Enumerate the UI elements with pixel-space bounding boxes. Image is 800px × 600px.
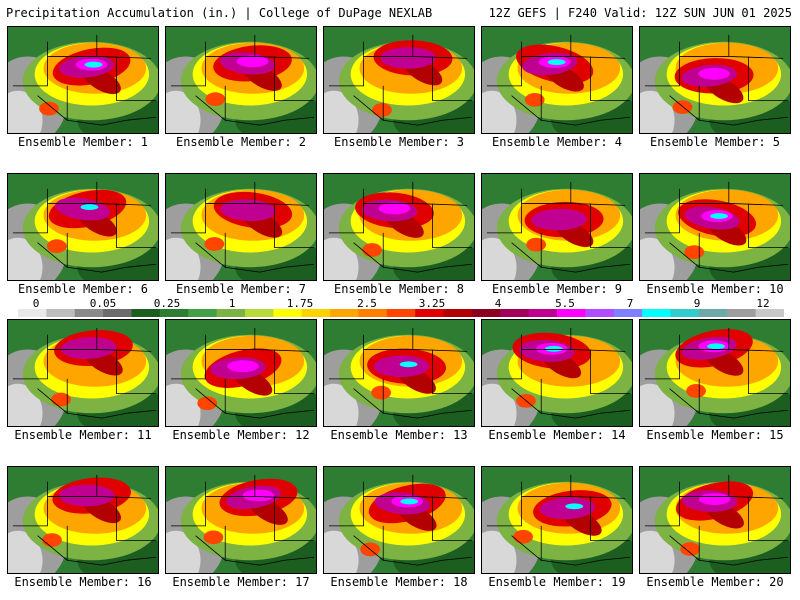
colorbar-swatch: [528, 309, 558, 317]
colorbar-swatch: [755, 309, 784, 317]
ensemble-member-label: Ensemble Member: 16: [14, 575, 152, 589]
ensemble-member-label: Ensemble Member: 12: [172, 428, 310, 442]
ensemble-member-map: [165, 319, 317, 427]
ensemble-member-map: [323, 319, 475, 427]
colorbar-tick-label: 4: [494, 297, 502, 310]
colorbar-tick-label: 3.25: [418, 297, 446, 310]
colorbar-swatch: [386, 309, 416, 317]
ensemble-member-map: [7, 173, 159, 281]
ensemble-member-map: [165, 173, 317, 281]
ensemble-member-label: Ensemble Member: 19: [488, 575, 626, 589]
ensemble-member-label: Ensemble Member: 15: [646, 428, 784, 442]
colorbar-swatch: [415, 309, 445, 317]
ensemble-member-label: Ensemble Member: 20: [646, 575, 784, 589]
colorbar-tick-label: 0.05: [89, 297, 117, 310]
colorbar-tick-label: 5.5: [555, 297, 575, 310]
colorbar-tick-label: 2.5: [357, 297, 377, 310]
colorbar-tick-label: 1: [228, 297, 236, 310]
ensemble-member-label: Ensemble Member: 18: [330, 575, 468, 589]
ensemble-member-label: Ensemble Member: 11: [14, 428, 152, 442]
ensemble-member-map: [323, 26, 475, 134]
colorbar-tick-label: 1.75: [286, 297, 314, 310]
colorbar-swatch: [216, 309, 246, 317]
ensemble-member-map: [7, 466, 159, 574]
ensemble-member-label: Ensemble Member: 10: [646, 282, 784, 296]
colorbar-swatch: [358, 309, 388, 317]
ensemble-member-label: Ensemble Member: 14: [488, 428, 626, 442]
ensemble-member-label: Ensemble Member: 4: [491, 135, 623, 149]
colorbar-tick-label: 0: [32, 297, 40, 310]
map-title: Precipitation Accumulation (in.) | Colle…: [6, 6, 433, 20]
ensemble-member-label: Ensemble Member: 1: [17, 135, 149, 149]
colorbar-swatch: [443, 309, 473, 317]
ensemble-member-map: [639, 466, 791, 574]
ensemble-member-map: [165, 26, 317, 134]
ensemble-member-map: [481, 466, 633, 574]
ensemble-member-label: Ensemble Member: 17: [172, 575, 310, 589]
ensemble-member-label: Ensemble Member: 3: [333, 135, 465, 149]
ensemble-member-label: Ensemble Member: 5: [649, 135, 781, 149]
colorbar-tick-label: 7: [626, 297, 634, 310]
precip-colorbar: [18, 309, 784, 317]
ensemble-member-map: [481, 173, 633, 281]
ensemble-member-label: Ensemble Member: 6: [17, 282, 149, 296]
ensemble-member-map: [481, 26, 633, 134]
colorbar-swatch: [159, 309, 189, 317]
colorbar-swatch: [131, 309, 161, 317]
colorbar-swatch: [557, 309, 586, 317]
ensemble-member-map: [7, 26, 159, 134]
colorbar-swatch: [585, 309, 615, 317]
colorbar-swatch: [103, 309, 132, 317]
ensemble-member-label: Ensemble Member: 2: [175, 135, 307, 149]
ensemble-member-map: [165, 466, 317, 574]
ensemble-member-map: [481, 319, 633, 427]
colorbar-swatch: [18, 309, 47, 317]
ensemble-member-map: [323, 466, 475, 574]
colorbar-swatch: [727, 309, 757, 317]
colorbar-swatch: [301, 309, 331, 317]
ensemble-member-map: [323, 173, 475, 281]
ensemble-member-label: Ensemble Member: 8: [333, 282, 465, 296]
colorbar-tick-label: 0.25: [153, 297, 181, 310]
colorbar-tick-label: 9: [693, 297, 701, 310]
colorbar-swatch: [471, 309, 501, 317]
ensemble-member-map: [639, 319, 791, 427]
ensemble-member-label: Ensemble Member: 9: [491, 282, 623, 296]
colorbar-swatch: [330, 309, 359, 317]
colorbar-swatch: [188, 309, 218, 317]
ensemble-member-label: Ensemble Member: 7: [175, 282, 307, 296]
colorbar-swatch: [46, 309, 76, 317]
ensemble-member-map: [639, 26, 791, 134]
colorbar-swatch: [642, 309, 672, 317]
colorbar-swatch: [698, 309, 728, 317]
colorbar-swatch: [613, 309, 643, 317]
colorbar-swatch: [273, 309, 303, 317]
colorbar-swatch: [670, 309, 700, 317]
colorbar-tick-label: 12: [756, 297, 770, 310]
model-valid-time: 12Z GEFS | F240 Valid: 12Z SUN JUN 01 20…: [488, 6, 792, 20]
ensemble-member-label: Ensemble Member: 13: [330, 428, 468, 442]
ensemble-member-map: [7, 319, 159, 427]
colorbar-swatch: [74, 309, 104, 317]
colorbar-swatch: [244, 309, 274, 317]
ensemble-member-map: [639, 173, 791, 281]
colorbar-swatch: [500, 309, 530, 317]
